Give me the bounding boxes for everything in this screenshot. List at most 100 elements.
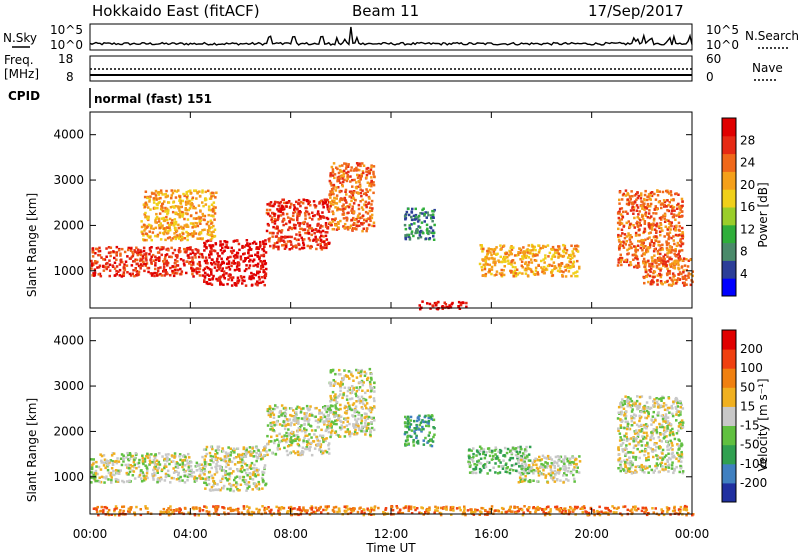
data-cell bbox=[532, 480, 535, 483]
data-cell bbox=[656, 189, 659, 192]
data-cell bbox=[542, 464, 545, 467]
data-cell bbox=[413, 444, 416, 447]
data-cell bbox=[334, 206, 337, 209]
data-cell bbox=[231, 461, 234, 464]
data-cell bbox=[308, 232, 311, 235]
data-cell bbox=[360, 177, 363, 180]
data-cell bbox=[281, 244, 284, 247]
data-cell bbox=[358, 220, 361, 223]
data-cell bbox=[578, 455, 581, 458]
data-cell bbox=[155, 190, 158, 193]
data-cell bbox=[507, 262, 510, 265]
data-cell bbox=[303, 199, 306, 202]
data-cell bbox=[410, 423, 413, 426]
data-cell bbox=[554, 480, 557, 483]
data-cell bbox=[500, 274, 503, 277]
data-cell bbox=[433, 434, 436, 437]
data-cell bbox=[195, 479, 198, 482]
data-cell bbox=[337, 221, 340, 224]
data-cell bbox=[135, 269, 138, 272]
data-cell bbox=[662, 191, 665, 194]
data-cell bbox=[319, 215, 322, 218]
data-cell bbox=[649, 264, 652, 267]
data-cell bbox=[654, 228, 657, 231]
data-cell bbox=[666, 249, 669, 252]
data-cell bbox=[92, 251, 95, 254]
data-cell bbox=[112, 264, 115, 267]
data-cell bbox=[408, 428, 411, 431]
data-cell bbox=[509, 472, 512, 475]
data-cell bbox=[210, 271, 213, 274]
data-cell bbox=[259, 243, 262, 246]
data-cell bbox=[192, 252, 195, 255]
data-cell bbox=[509, 459, 512, 462]
data-cell bbox=[344, 223, 347, 226]
data-cell bbox=[289, 217, 292, 220]
data-cell bbox=[143, 253, 146, 256]
data-cell bbox=[342, 181, 345, 184]
data-cell bbox=[197, 267, 200, 270]
data-cell bbox=[268, 224, 271, 227]
data-cell bbox=[229, 268, 232, 271]
data-cell bbox=[187, 248, 190, 251]
data-cell bbox=[221, 252, 224, 255]
data-cell bbox=[158, 452, 161, 455]
data-cell bbox=[100, 460, 103, 463]
data-cell bbox=[325, 430, 328, 433]
data-cell bbox=[253, 241, 256, 244]
data-cell bbox=[298, 224, 301, 227]
data-cell bbox=[164, 230, 167, 233]
data-cell bbox=[678, 268, 681, 271]
data-cell bbox=[524, 479, 527, 482]
data-cell bbox=[181, 466, 184, 469]
data-cell bbox=[125, 261, 128, 264]
data-cell bbox=[355, 386, 358, 389]
data-cell bbox=[179, 233, 182, 236]
data-cell bbox=[189, 253, 192, 256]
data-cell bbox=[332, 421, 335, 424]
data-cell bbox=[539, 472, 542, 475]
data-cell bbox=[681, 249, 684, 252]
data-cell bbox=[629, 237, 632, 240]
data-cell bbox=[542, 247, 545, 250]
data-cell bbox=[287, 428, 290, 431]
data-cell bbox=[479, 468, 482, 471]
data-cell bbox=[360, 381, 363, 384]
data-cell bbox=[675, 225, 678, 228]
data-cell bbox=[345, 431, 348, 434]
data-cell bbox=[632, 213, 635, 216]
data-cell bbox=[273, 424, 276, 427]
data-cell bbox=[357, 418, 360, 421]
data-cell bbox=[498, 465, 501, 468]
data-cell bbox=[340, 382, 343, 385]
data-cell bbox=[562, 481, 565, 484]
data-cell bbox=[658, 263, 661, 266]
data-cell bbox=[641, 215, 644, 218]
data-cell bbox=[101, 476, 104, 479]
data-cell bbox=[311, 454, 314, 457]
data-cell bbox=[222, 267, 225, 270]
data-cell bbox=[290, 243, 293, 246]
data-cell bbox=[301, 237, 304, 240]
data-cell bbox=[650, 280, 653, 283]
data-cell bbox=[133, 470, 136, 473]
data-cell bbox=[319, 434, 322, 437]
data-cell bbox=[313, 238, 316, 241]
data-cell bbox=[675, 214, 678, 217]
data-cell bbox=[494, 264, 497, 267]
data-cell bbox=[122, 458, 125, 461]
data-cell bbox=[241, 466, 244, 469]
data-cell bbox=[623, 225, 626, 228]
data-cell bbox=[302, 222, 305, 225]
data-cell bbox=[410, 416, 413, 419]
data-cell bbox=[332, 228, 335, 231]
data-cell bbox=[209, 279, 212, 282]
data-cell bbox=[421, 212, 424, 215]
data-cell bbox=[199, 223, 202, 226]
data-cell bbox=[305, 412, 308, 415]
data-cell bbox=[110, 479, 113, 482]
data-cell bbox=[215, 468, 218, 471]
data-cell bbox=[285, 245, 288, 248]
data-cell bbox=[629, 225, 632, 228]
data-cell bbox=[328, 208, 331, 211]
